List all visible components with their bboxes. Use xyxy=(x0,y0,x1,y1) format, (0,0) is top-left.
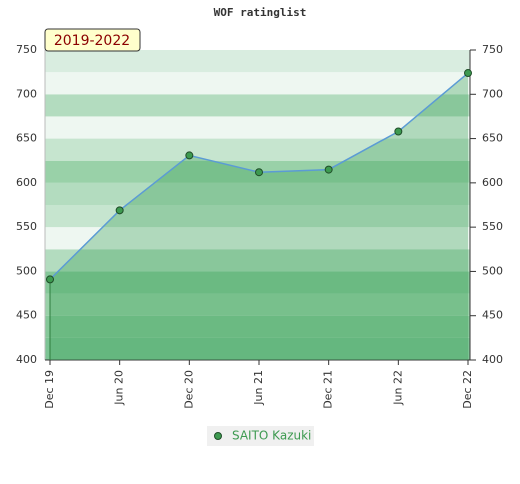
x-tick-label: Jun 21 xyxy=(252,370,265,406)
grid-band xyxy=(45,182,470,205)
grid-band xyxy=(45,116,470,139)
y-tick-label: 700 xyxy=(16,87,37,100)
marker xyxy=(255,168,263,177)
grid-band xyxy=(45,138,470,161)
x-tick-label: Dec 21 xyxy=(322,370,335,409)
grid-band xyxy=(45,249,470,272)
y2-tick-label: 500 xyxy=(482,264,503,277)
grid-band xyxy=(45,205,470,228)
x-tick-label: Dec 19 xyxy=(43,370,56,409)
x-tick-label: Jun 20 xyxy=(113,370,126,406)
y-tick-label: 450 xyxy=(16,309,37,322)
grid-band xyxy=(45,227,470,250)
y2-tick-label: 650 xyxy=(482,132,503,145)
grid-band xyxy=(45,50,470,73)
grid-band xyxy=(45,293,470,316)
grid-band xyxy=(45,271,470,294)
y2-tick-label: 700 xyxy=(482,87,503,100)
annotation-box xyxy=(44,28,141,52)
grid-band xyxy=(45,94,470,117)
grid-band xyxy=(45,72,470,95)
y-tick-label: 650 xyxy=(16,132,37,145)
y2-tick-label: 450 xyxy=(482,309,503,322)
y2-tick-label: 600 xyxy=(482,176,503,189)
legend-label: SAITO Kazuki xyxy=(232,429,311,443)
marker xyxy=(324,165,333,174)
grid-band xyxy=(45,315,470,338)
marker xyxy=(394,127,403,136)
marker xyxy=(46,275,54,284)
y-tick-label: 500 xyxy=(16,264,37,277)
area xyxy=(50,73,468,361)
x-tick-label: Jun 22 xyxy=(391,370,404,406)
y-tick-label: 750 xyxy=(16,43,37,56)
x-tick-label: Dec 22 xyxy=(461,370,474,409)
marker xyxy=(115,206,124,215)
y-tick-label: 600 xyxy=(16,176,37,189)
y2-tick-label: 550 xyxy=(482,220,503,233)
marker xyxy=(185,151,194,160)
y-tick-label: 400 xyxy=(16,353,37,366)
annotation: 2019-2022 xyxy=(54,33,130,49)
legend xyxy=(207,426,314,446)
y2-tick-label: 400 xyxy=(482,353,503,366)
x-tick-label: Dec 20 xyxy=(182,370,195,409)
grid-band xyxy=(45,337,470,360)
y-tick-label: 550 xyxy=(16,220,37,233)
y2-tick-label: 750 xyxy=(482,43,503,56)
marker xyxy=(464,69,472,78)
legend-marker xyxy=(214,432,222,440)
chart-title: WOF ratinglist xyxy=(214,6,307,19)
